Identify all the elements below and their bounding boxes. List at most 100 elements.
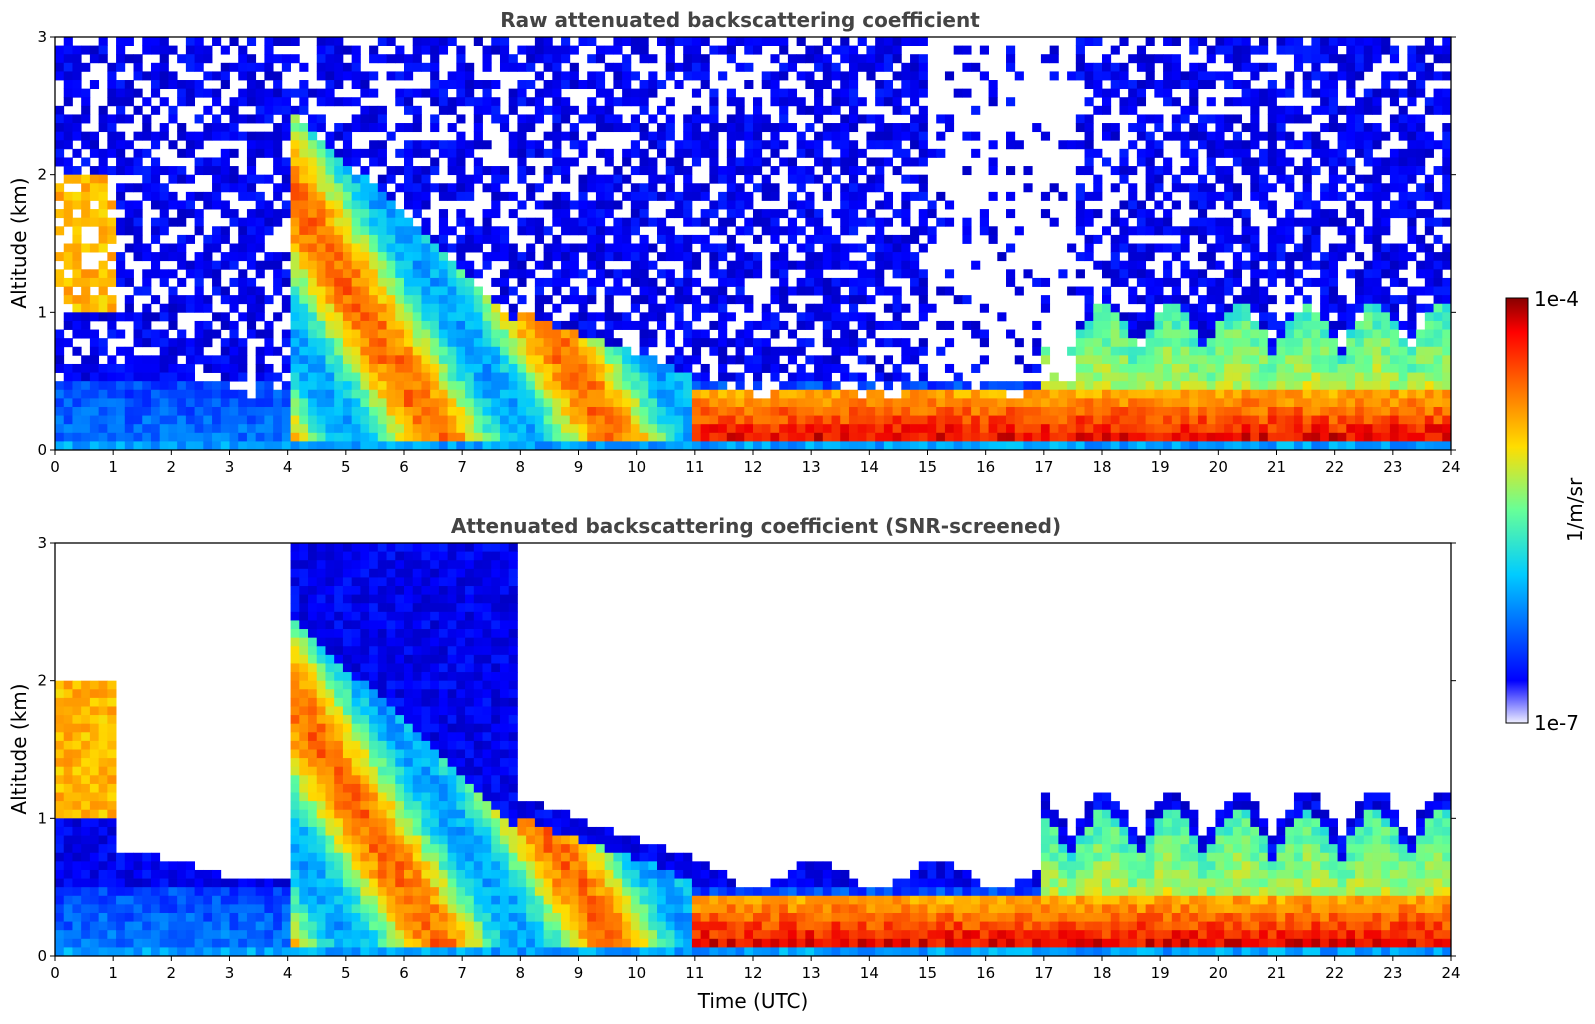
heatmap-cell [1006,140,1016,150]
heatmap-cell [857,37,867,46]
heatmap-cell [325,252,335,262]
heatmap-cell [805,166,815,176]
heatmap-cell [971,389,981,399]
heatmap-cell [848,338,859,348]
heatmap-cell [177,398,187,408]
heatmap-cell [1049,441,1059,451]
heatmap-cell [412,191,422,201]
heatmap-cell [194,226,204,236]
heatmap-cell [1293,389,1304,399]
heatmap-cell [875,62,885,72]
heatmap-cell [430,88,440,98]
heatmap-cell [1075,166,1085,176]
heatmap-cell [499,123,510,133]
heatmap-cell [1093,62,1103,72]
heatmap-cell [1311,372,1321,382]
heatmap-cell [1320,80,1330,90]
heatmap-cell [124,312,134,322]
heatmap-cell [98,415,108,425]
heatmap-cell [1084,243,1094,253]
heatmap-cell [1302,329,1312,339]
heatmap-cell [1328,157,1338,167]
heatmap-cell [89,406,100,416]
heatmap-cell [465,398,475,408]
heatmap-cell [281,131,291,141]
heatmap-cell [822,105,832,115]
heatmap-cell [866,174,876,184]
heatmap-cell [430,363,440,373]
heatmap-cell [177,441,187,451]
heatmap-cell [517,346,527,356]
heatmap-cell [334,183,344,193]
heatmap-cell [561,260,571,270]
heatmap-cell [1346,424,1356,434]
heatmap-cell [238,346,248,356]
heatmap-cell [561,71,571,81]
heatmap-cell [1110,312,1120,322]
heatmap-cell [648,80,658,90]
heatmap-cell [142,303,152,313]
heatmap-cell [81,217,91,227]
heatmap-cell [1136,80,1147,90]
heatmap-cell [351,123,361,133]
heatmap-cell [342,415,353,425]
heatmap-cell [552,234,562,244]
heatmap-cell [316,355,326,365]
heatmap-cell [107,226,117,236]
heatmap-cell [72,174,82,184]
heatmap-cell [587,415,597,425]
heatmap-cell [447,243,457,253]
heatmap-cell [587,80,597,90]
heatmap-cell [1197,415,1208,425]
heatmap-cell [447,424,457,434]
heatmap-cell [1145,277,1155,287]
heatmap-cell [273,148,283,158]
heatmap-cell [1224,140,1234,150]
heatmap-cell [1276,415,1286,425]
heatmap-cell [526,191,536,201]
heatmap-cell [421,338,431,348]
heatmap-cell [98,424,108,434]
heatmap-cell [1189,269,1199,279]
heatmap-cell [473,441,483,451]
heatmap-cell [264,295,274,305]
heatmap-cell [1320,381,1330,391]
heatmap-cell [1136,346,1147,356]
heatmap-cell [1180,234,1190,244]
heatmap-cell [1084,191,1094,201]
heatmap-cell [438,183,449,193]
heatmap-cell [508,320,518,330]
heatmap-cell [473,234,483,244]
heatmap-cell [709,286,719,296]
heatmap-cell [150,166,161,176]
heatmap-cell [552,406,562,416]
heatmap-cell [587,320,597,330]
heatmap-cell [386,424,396,434]
heatmap-cell [1189,183,1199,193]
heatmap-cell [124,398,134,408]
heatmap-cell [901,234,911,244]
heatmap-cell [561,441,571,451]
heatmap-cell [822,123,832,133]
heatmap-cell [1145,37,1155,46]
heatmap-cell [526,312,536,322]
heatmap-cell [159,123,169,133]
heatmap-cell [386,200,396,210]
heatmap-cell [133,200,143,210]
heatmap-cell [185,441,196,451]
heatmap-cell [212,234,222,244]
heatmap-cell [744,174,754,184]
heatmap-cell [875,432,885,442]
heatmap-cell [1014,355,1024,365]
heatmap-cell [1285,45,1295,55]
heatmap-cell [264,97,274,107]
heatmap-cell [787,372,798,382]
heatmap-cell [578,183,588,193]
heatmap-cell [55,62,65,72]
heatmap-cell [456,183,466,193]
heatmap-cell [334,148,344,158]
heatmap-cell [168,424,178,434]
heatmap-cell [325,441,335,451]
heatmap-cell [246,312,257,322]
heatmap-cell [386,329,396,339]
